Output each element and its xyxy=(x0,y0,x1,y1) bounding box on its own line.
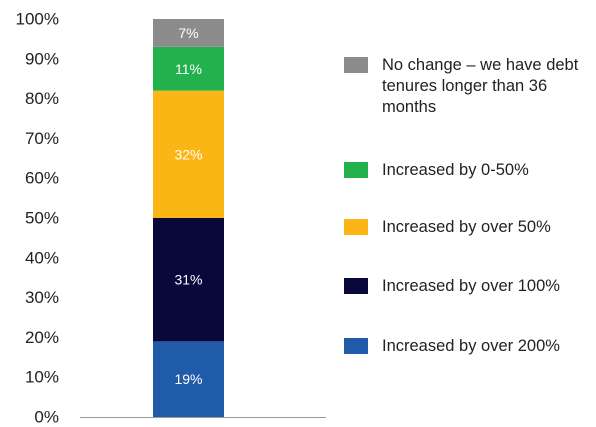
y-tick-label: 10% xyxy=(25,368,59,387)
legend-item: Increased by over 50% xyxy=(344,217,592,238)
legend-swatch xyxy=(344,338,368,354)
legend-swatch xyxy=(344,278,368,294)
y-tick-label: 60% xyxy=(25,169,59,188)
y-tick-label: 70% xyxy=(25,129,59,148)
legend-swatch xyxy=(344,162,368,178)
y-tick-label: 100% xyxy=(16,10,59,29)
bar-segment xyxy=(153,341,224,417)
legend-item: No change – we have debt tenures longer … xyxy=(344,55,592,118)
y-tick-label: 50% xyxy=(25,209,59,228)
bar-segment xyxy=(153,90,224,218)
data-label: 32% xyxy=(174,146,202,162)
y-tick-label: 80% xyxy=(25,89,59,108)
y-tick-label: 30% xyxy=(25,288,59,307)
y-tick-label: 20% xyxy=(25,328,59,347)
bar-segment xyxy=(153,19,224,47)
legend-item: Increased by over 100% xyxy=(344,276,592,297)
bar-segment xyxy=(153,46,224,91)
legend-swatch xyxy=(344,57,368,73)
legend-label: Increased by over 200% xyxy=(382,337,560,355)
legend-item: Increased by 0-50% xyxy=(344,160,592,181)
legend-label: Increased by 0-50% xyxy=(382,161,529,179)
y-tick-label: 0% xyxy=(34,408,59,427)
legend-item: Increased by over 200% xyxy=(344,336,592,357)
y-tick-label: 40% xyxy=(25,248,59,267)
data-label: 31% xyxy=(174,272,202,288)
legend-label: Increased by over 100% xyxy=(382,277,560,295)
legend-label: No change – we have debt tenures longer … xyxy=(382,56,579,116)
data-label: 7% xyxy=(178,25,198,41)
bar-segment xyxy=(153,218,224,342)
y-tick-label: 90% xyxy=(25,49,59,68)
data-label: 19% xyxy=(174,371,202,387)
data-label: 11% xyxy=(175,61,202,77)
legend-swatch xyxy=(344,219,368,235)
legend-label: Increased by over 50% xyxy=(382,218,551,236)
